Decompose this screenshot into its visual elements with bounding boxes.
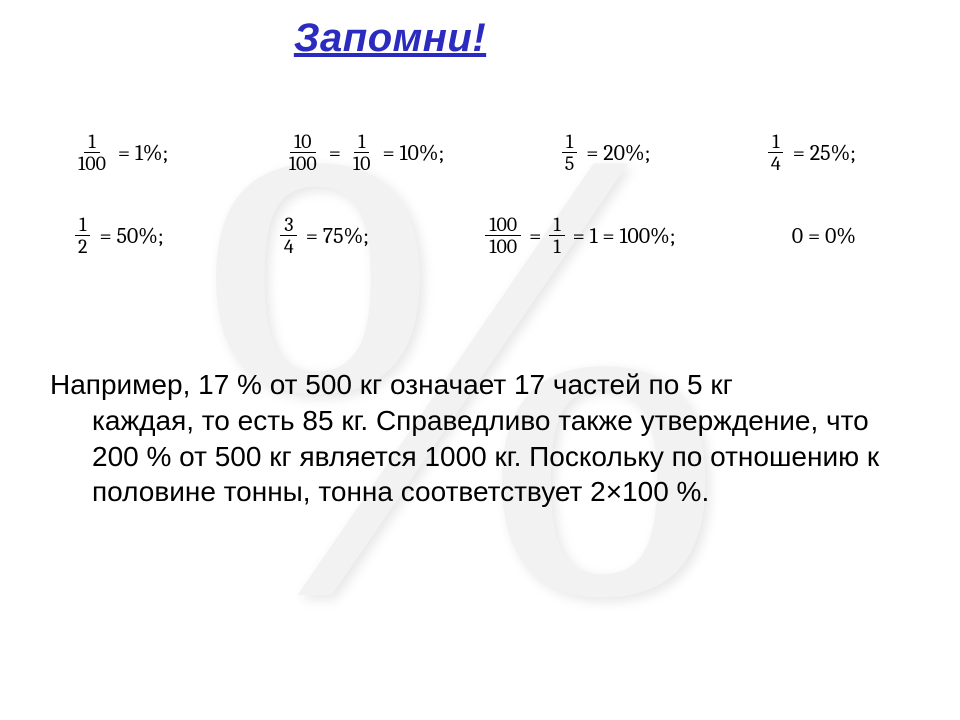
fraction-numerator: 1	[549, 214, 564, 236]
fraction-denominator: 5	[561, 153, 579, 174]
fraction-numerator: 1	[768, 131, 783, 153]
equation-row: 12= 50%;34= 75%;100100=11= 1 = 100%;0 = …	[70, 214, 890, 257]
equation: 0 = 0%	[788, 223, 860, 249]
equation-text: = 1 = 100%;	[569, 223, 680, 249]
equation-text: = 1%;	[114, 140, 172, 166]
fraction: 10100	[285, 131, 321, 174]
equation: 12= 50%;	[70, 214, 168, 257]
equation-text: =	[525, 223, 545, 249]
equation-text: = 25%;	[789, 140, 860, 166]
fraction-denominator: 100	[285, 153, 321, 174]
equation-text: = 10%;	[379, 140, 449, 166]
equation: 15= 20%;	[557, 131, 655, 174]
equation-text: = 75%;	[302, 223, 373, 249]
fraction: 12	[74, 214, 91, 257]
fraction-denominator: 100	[485, 236, 521, 257]
paragraph-rest: каждая, то есть 85 кг. Справедливо также…	[50, 403, 910, 510]
fraction-denominator: 100	[74, 153, 110, 174]
equations-block: 1100= 1%;10100=110= 10%;15= 20%;14= 25%;…	[50, 131, 910, 257]
fraction: 14	[767, 131, 785, 174]
fraction-denominator: 4	[767, 153, 785, 174]
fraction-numerator: 100	[485, 214, 521, 236]
slide-title: Запомни!	[50, 16, 910, 61]
fraction: 11	[549, 214, 564, 257]
slide-content: Запомни! 1100= 1%;10100=110= 10%;15= 20%…	[0, 0, 960, 720]
fraction-denominator: 2	[74, 236, 91, 257]
equation: 1100= 1%;	[70, 131, 172, 174]
paragraph-first-line: Например, 17 % от 500 кг означает 17 час…	[50, 369, 733, 400]
fraction-denominator: 1	[549, 236, 564, 257]
fraction-denominator: 10	[349, 153, 375, 174]
fraction-numerator: 3	[280, 214, 297, 236]
equation: 10100=110= 10%;	[281, 131, 448, 174]
equation-text: = 50%;	[95, 223, 167, 249]
fraction: 15	[561, 131, 579, 174]
equation-row: 1100= 1%;10100=110= 10%;15= 20%;14= 25%;	[70, 131, 890, 174]
fraction-numerator: 1	[84, 131, 99, 153]
example-paragraph: Например, 17 % от 500 кг означает 17 час…	[50, 367, 910, 510]
fraction-numerator: 1	[562, 131, 577, 153]
equation-text: =	[325, 140, 345, 166]
equation-text: 0 = 0%	[788, 223, 860, 249]
fraction: 100100	[485, 214, 521, 257]
equation-text: = 20%;	[582, 140, 654, 166]
fraction: 34	[280, 214, 298, 257]
equation: 34= 75%;	[276, 214, 373, 257]
fraction-denominator: 4	[280, 236, 298, 257]
equation: 100100=11= 1 = 100%;	[481, 214, 679, 257]
fraction-numerator: 1	[75, 214, 90, 236]
fraction: 110	[349, 131, 375, 174]
fraction-numerator: 1	[354, 131, 369, 153]
equation: 14= 25%;	[763, 131, 860, 174]
fraction: 1100	[74, 131, 110, 174]
fraction-numerator: 10	[290, 131, 316, 153]
